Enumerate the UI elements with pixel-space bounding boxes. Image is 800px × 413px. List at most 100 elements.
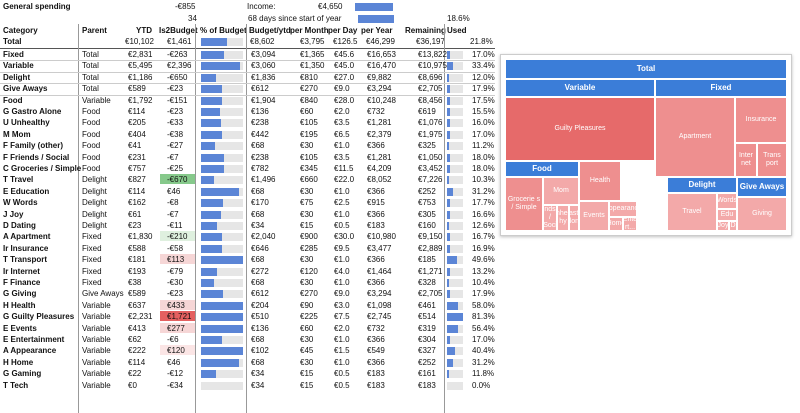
- cell-category[interactable]: Fixed: [3, 50, 24, 59]
- cell-used[interactable]: 17.5%: [472, 95, 495, 105]
- cell-per-day[interactable]: €2.0: [334, 323, 350, 333]
- sheet-title[interactable]: General spending: [3, 2, 71, 11]
- cell-per-month[interactable]: €195: [300, 129, 318, 139]
- tm-home[interactable]: Home: [609, 217, 623, 231]
- cell-budget-ytd[interactable]: €1,904: [251, 95, 276, 105]
- cell-category[interactable]: G Gaming: [3, 369, 42, 379]
- cell-ytd[interactable]: €22: [128, 369, 142, 379]
- cell-per-year[interactable]: €8,052: [367, 175, 392, 185]
- cell-used[interactable]: 58.0%: [472, 300, 495, 310]
- tm-joy[interactable]: Joy: [717, 221, 729, 231]
- cell-per-year[interactable]: €10,248: [367, 95, 396, 105]
- cell-per-day[interactable]: €28.0: [334, 95, 355, 105]
- cell-budget-ytd[interactable]: €272: [251, 266, 269, 276]
- cell-parent[interactable]: Food: [82, 152, 101, 162]
- cell-per-year[interactable]: €183: [367, 369, 385, 379]
- cell-per-year[interactable]: €366: [367, 209, 385, 219]
- cell-budget-ytd[interactable]: €612: [251, 84, 269, 94]
- cell-per-day[interactable]: €1.0: [334, 335, 350, 344]
- total-per-month[interactable]: €3,795: [300, 37, 325, 46]
- tm-unhealthy[interactable]: Unhealt hy: [557, 205, 569, 231]
- cell-ytd[interactable]: €0: [128, 380, 137, 390]
- cell-budget-ytd[interactable]: €34: [251, 369, 265, 379]
- cell-used[interactable]: 81.3%: [472, 312, 495, 322]
- cell-remaining[interactable]: €183: [418, 380, 436, 390]
- tm-apartment[interactable]: Apartment: [655, 97, 735, 177]
- cell-per-day[interactable]: €9.5: [334, 243, 350, 253]
- cell-used[interactable]: 49.6%: [472, 255, 495, 265]
- cell-parent[interactable]: Food: [82, 129, 101, 139]
- cell-is2[interactable]: €2,396: [167, 61, 192, 71]
- cell-parent[interactable]: Variable: [82, 369, 111, 379]
- cell-is2[interactable]: -€151: [167, 95, 188, 105]
- cell-parent[interactable]: Give Aways: [82, 289, 124, 299]
- cell-used[interactable]: 18.0%: [472, 164, 495, 173]
- cell-budget-ytd[interactable]: €68: [251, 357, 265, 367]
- cell-per-month[interactable]: €345: [300, 164, 318, 173]
- cell-per-day[interactable]: €3.5: [334, 152, 350, 162]
- cell-remaining[interactable]: €1,975: [418, 129, 443, 139]
- cell-category[interactable]: C Groceries / Simple: [3, 164, 82, 173]
- cell-used[interactable]: 11.8%: [472, 369, 495, 379]
- cell-budget-ytd[interactable]: €34: [251, 221, 265, 230]
- cell-per-year[interactable]: €183: [367, 221, 385, 230]
- cell-budget-ytd[interactable]: €612: [251, 289, 269, 299]
- cell-category[interactable]: W Words: [3, 198, 38, 208]
- cell-remaining[interactable]: €619: [418, 107, 436, 116]
- cell-per-day[interactable]: €2.0: [334, 107, 350, 116]
- cell-per-day[interactable]: €0.5: [334, 221, 350, 230]
- cell-ytd[interactable]: €222: [128, 346, 146, 356]
- cell-per-month[interactable]: €225: [300, 312, 318, 322]
- cell-per-year[interactable]: €3,294: [367, 84, 392, 94]
- cell-per-year[interactable]: €732: [367, 323, 385, 333]
- cell-per-day[interactable]: €27.0: [334, 72, 355, 82]
- cell-ytd[interactable]: €2,231: [128, 312, 153, 322]
- cell-used[interactable]: 11.2%: [472, 141, 495, 151]
- cell-per-month[interactable]: €30: [300, 141, 314, 151]
- cell-category[interactable]: Give Aways: [3, 84, 48, 94]
- cell-per-month[interactable]: €15: [300, 369, 314, 379]
- cell-remaining[interactable]: €2,889: [418, 243, 443, 253]
- cell-per-year[interactable]: €1,281: [367, 118, 392, 128]
- cell-used[interactable]: 13.2%: [472, 266, 495, 276]
- tm-gastro[interactable]: Gastro Alone: [569, 205, 579, 231]
- cell-parent[interactable]: Variable: [82, 312, 111, 322]
- cell-used[interactable]: 31.2%: [472, 357, 495, 367]
- cell-parent[interactable]: Delight: [82, 198, 107, 208]
- cell-category[interactable]: M Mom: [3, 129, 31, 139]
- top-value[interactable]: -€855: [175, 2, 196, 11]
- cell-per-year[interactable]: €2,379: [367, 129, 392, 139]
- cell-per-month[interactable]: €30: [300, 186, 314, 196]
- cell-ytd[interactable]: €61: [128, 209, 142, 219]
- cell-ytd[interactable]: €41: [128, 141, 142, 151]
- cell-per-day[interactable]: €9.0: [334, 289, 350, 299]
- cell-per-day[interactable]: €6.5: [334, 129, 350, 139]
- cell-category[interactable]: Delight: [3, 72, 31, 82]
- cell-per-year[interactable]: €2,745: [367, 312, 392, 322]
- cell-is2[interactable]: -€650: [167, 72, 188, 82]
- total-budget-ytd[interactable]: €8,602: [250, 37, 275, 46]
- cell-parent[interactable]: Total: [82, 84, 99, 94]
- cell-per-day[interactable]: €45.0: [334, 61, 355, 71]
- cell-per-month[interactable]: €105: [300, 152, 318, 162]
- cell-remaining[interactable]: €305: [418, 209, 436, 219]
- cell-per-day[interactable]: €3.5: [334, 118, 350, 128]
- cell-parent[interactable]: Fixed: [82, 255, 102, 265]
- cell-used[interactable]: 10.4%: [472, 278, 495, 287]
- cell-ytd[interactable]: €1,186: [128, 72, 153, 82]
- tm-events[interactable]: Events: [579, 201, 609, 231]
- cell-parent[interactable]: Delight: [82, 221, 107, 230]
- cell-per-year[interactable]: €366: [367, 278, 385, 287]
- tm-give-aways[interactable]: Give Aways: [737, 177, 787, 197]
- cell-budget-ytd[interactable]: €170: [251, 198, 269, 208]
- cell-used[interactable]: 16.9%: [472, 243, 495, 253]
- tm-travel[interactable]: Travel: [667, 193, 717, 231]
- cell-used[interactable]: 33.4%: [472, 61, 495, 71]
- cell-used[interactable]: 16.7%: [472, 232, 495, 242]
- cell-budget-ytd[interactable]: €68: [251, 335, 265, 344]
- cell-budget-ytd[interactable]: €136: [251, 107, 269, 116]
- cell-is2[interactable]: -€33: [167, 118, 184, 128]
- cell-budget-ytd[interactable]: €1,496: [251, 175, 276, 185]
- cell-is2[interactable]: -€58: [167, 243, 184, 253]
- cell-per-month[interactable]: €1,365: [300, 50, 325, 59]
